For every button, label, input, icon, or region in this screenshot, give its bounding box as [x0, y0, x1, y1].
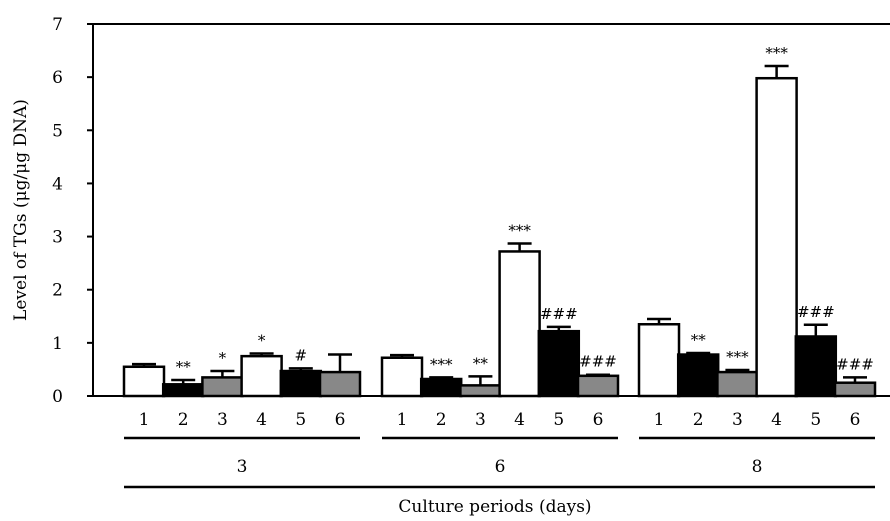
- significance-label: ***: [508, 221, 531, 239]
- significance-label: *: [219, 349, 227, 367]
- significance-label: ###: [540, 305, 578, 323]
- bar: [676, 353, 720, 398]
- y-axis-ticks: 0 1 2 3 4 5 6 7: [52, 15, 93, 407]
- bar-number-label: 2: [693, 410, 704, 430]
- y-tick-label: 4: [52, 174, 63, 194]
- bar-number-label: 2: [436, 410, 447, 430]
- bar-number-label: 6: [850, 410, 861, 430]
- y-tick-label: 6: [52, 68, 63, 88]
- y-tick-label: 1: [52, 334, 63, 354]
- bar-number-label: 4: [256, 410, 267, 430]
- group-label: 6: [495, 457, 506, 477]
- bar: [380, 356, 424, 398]
- bar: [459, 384, 502, 398]
- bar: [537, 329, 581, 398]
- significance-label: #: [295, 346, 308, 364]
- bar-number-label: 5: [295, 410, 306, 430]
- significance-label: **: [473, 354, 489, 372]
- bar-number-labels: 1 2 3 4 5 6 1 2 3 4 5 6 1 2 3 4 5 6: [139, 410, 861, 430]
- y-axis-label: Level of TGs (μg/μg DNA): [11, 99, 31, 321]
- bar-number-label: 1: [397, 410, 408, 430]
- y-tick-label: 2: [52, 281, 63, 301]
- bar: [201, 376, 244, 398]
- y-tick-label: 3: [52, 228, 63, 248]
- bar-number-label: 1: [139, 410, 150, 430]
- bar: [318, 370, 362, 398]
- bar: [794, 335, 838, 398]
- bar: [755, 76, 798, 398]
- bar-number-label: 3: [217, 410, 228, 430]
- group-label: 3: [237, 457, 248, 477]
- bar: [716, 370, 759, 398]
- group-label: 8: [752, 457, 763, 477]
- y-tick-label: 0: [52, 387, 63, 407]
- bar: [637, 323, 681, 398]
- y-tick-label: 7: [52, 15, 63, 35]
- bar-number-label: 2: [178, 410, 189, 430]
- y-tick-label: 5: [52, 121, 63, 141]
- bar: [240, 354, 283, 398]
- bar-number-label: 6: [335, 410, 346, 430]
- significance-label: ###: [836, 355, 874, 373]
- significance-label: **: [691, 331, 707, 349]
- bar-number-label: 3: [475, 410, 486, 430]
- bar: [833, 381, 877, 398]
- bar-number-label: 1: [654, 410, 665, 430]
- bar: [498, 250, 541, 398]
- bar-number-label: 3: [732, 410, 743, 430]
- bar: [279, 369, 323, 398]
- bar-number-label: 5: [810, 410, 821, 430]
- bar: [576, 374, 620, 398]
- bar: [419, 377, 463, 398]
- bars: ****#*** *****######********######: [122, 44, 877, 398]
- group-axis: 3 6 8: [124, 436, 875, 489]
- significance-label: *: [258, 331, 266, 349]
- bar-number-label: 5: [553, 410, 564, 430]
- x-axis-label: Culture periods (days): [398, 497, 591, 517]
- bar: [161, 383, 205, 398]
- bar-number-label: 4: [771, 410, 782, 430]
- bar-number-label: 6: [593, 410, 604, 430]
- significance-label: ***: [430, 355, 453, 373]
- significance-label: ###: [579, 353, 617, 371]
- bar-number-label: 4: [514, 410, 525, 430]
- significance-label: **: [176, 358, 192, 376]
- significance-label: ***: [726, 348, 749, 366]
- significance-label: ###: [797, 303, 835, 321]
- significance-label: ***: [765, 44, 788, 62]
- bar: [122, 365, 166, 398]
